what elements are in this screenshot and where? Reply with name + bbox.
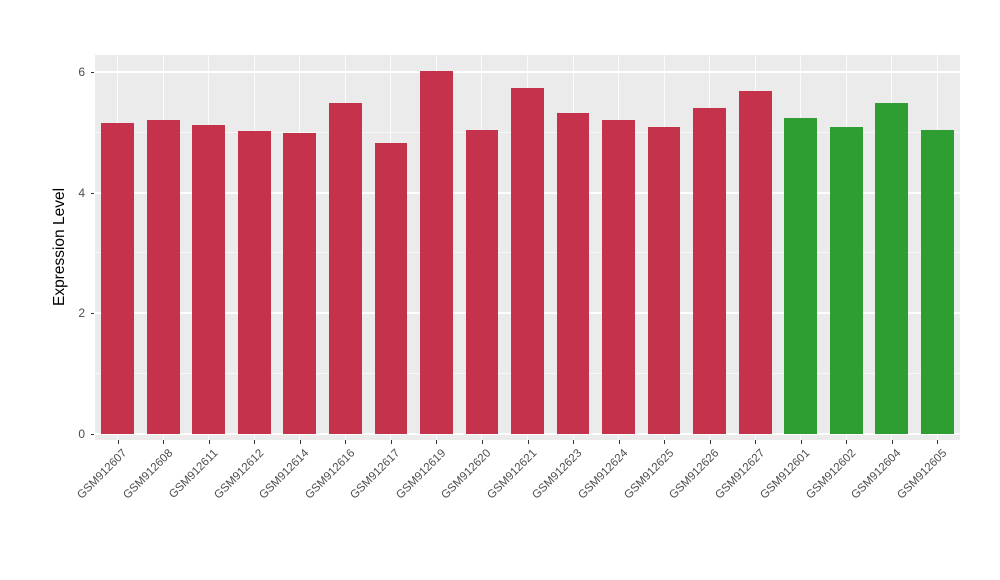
bar (693, 108, 726, 434)
bar (647, 127, 681, 434)
x-tick-mark (254, 440, 256, 444)
x-tick-mark (481, 440, 483, 444)
x-tick-mark (390, 440, 392, 444)
y-tick-label: 4 (78, 185, 85, 200)
bar (420, 70, 453, 434)
y-tick-mark (91, 313, 94, 315)
x-tick-mark (117, 440, 119, 444)
x-tick-mark (800, 440, 802, 444)
x-tick-mark (937, 440, 939, 444)
y-axis-title-text: Expression Level (51, 187, 68, 307)
bar (146, 120, 180, 434)
x-tick-mark (891, 440, 893, 444)
x-tick-mark (299, 440, 301, 444)
y-tick-label: 6 (78, 64, 85, 79)
y-tick-mark (91, 192, 94, 194)
bar (738, 91, 772, 434)
bar (465, 130, 499, 434)
y-tick-mark (91, 434, 94, 435)
bar (556, 112, 590, 434)
bar (875, 103, 909, 434)
x-tick-mark (208, 440, 210, 444)
x-tick-mark (755, 440, 757, 444)
y-tick-label: 2 (78, 306, 85, 321)
x-tick-mark (709, 440, 711, 444)
x-tick-mark (436, 440, 438, 444)
bar (237, 131, 271, 434)
bar (511, 88, 544, 434)
y-tick-label: 0 (78, 427, 85, 441)
bar (784, 118, 818, 434)
x-tick-mark (618, 440, 620, 444)
bar (374, 142, 408, 434)
x-tick-mark (345, 440, 347, 444)
bar (920, 130, 954, 434)
x-tick-mark (527, 440, 529, 444)
bar (329, 103, 362, 434)
bar (829, 127, 863, 434)
bar (283, 133, 317, 434)
bar (101, 123, 135, 434)
bar (602, 120, 635, 434)
x-tick-mark (163, 440, 165, 444)
chart-panel (95, 55, 960, 440)
x-tick-mark (846, 440, 848, 444)
x-tick-mark (664, 440, 666, 444)
x-tick-mark (573, 440, 575, 444)
y-tick-mark (91, 71, 94, 73)
bar (192, 125, 226, 434)
